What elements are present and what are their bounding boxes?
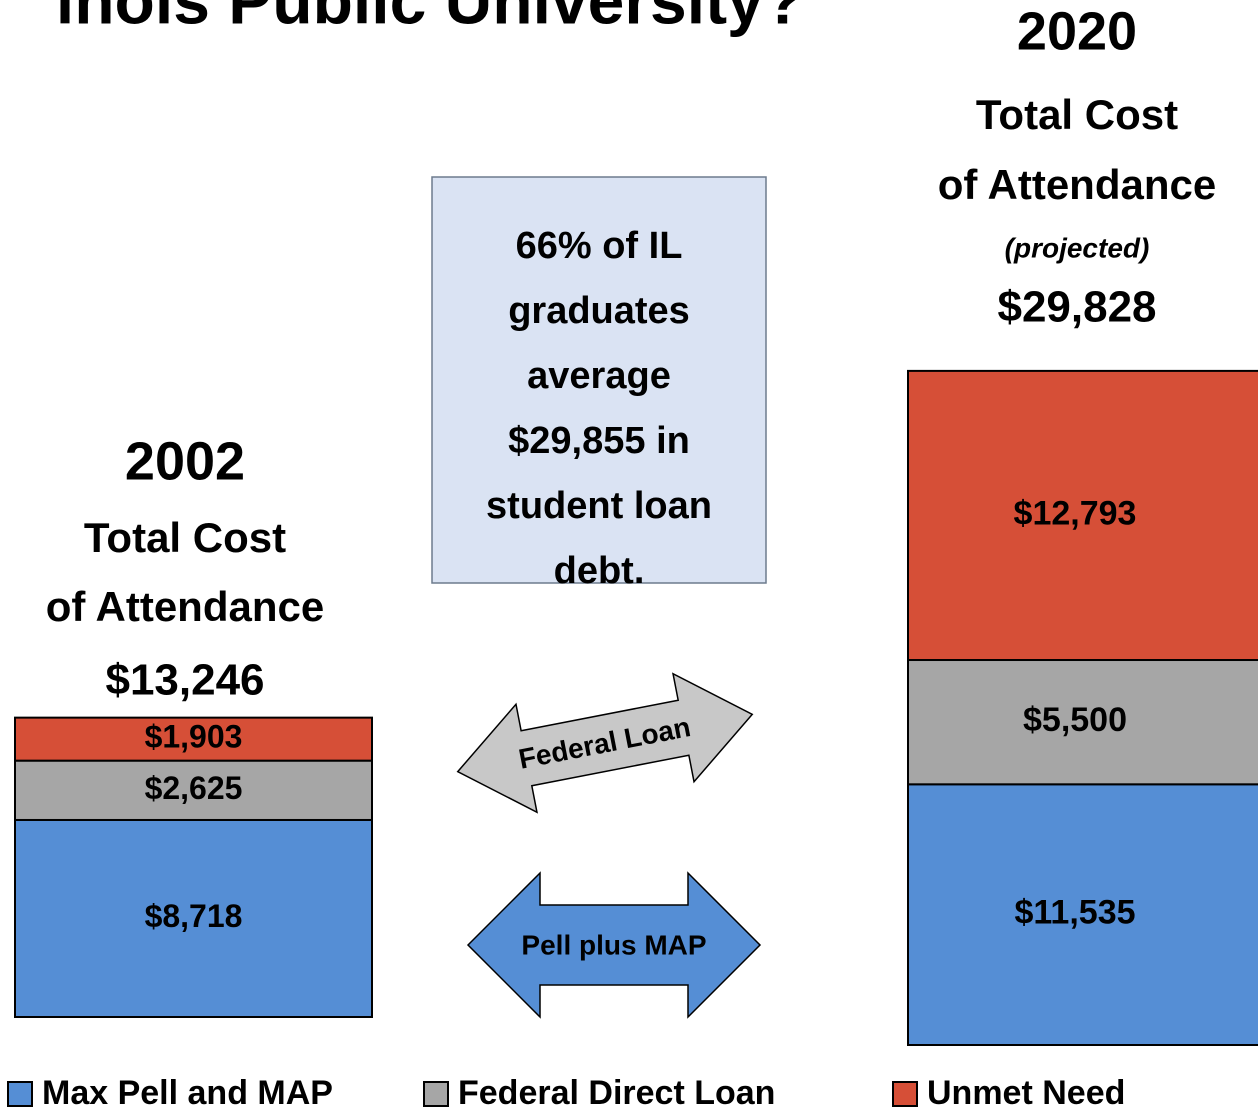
legend-swatch: [7, 1081, 33, 1107]
bar-segment: [14, 818, 373, 1018]
value-label: $2,625: [145, 770, 243, 806]
heading-line: Total Cost: [84, 514, 286, 561]
total-label: $13,246: [105, 656, 264, 705]
legend-swatch: [892, 1081, 918, 1107]
bar-segment: [14, 716, 373, 762]
callout-line: $29,855 in: [508, 420, 690, 462]
pell-arrow: [466, 871, 762, 1019]
callout-line: student loan: [486, 485, 712, 527]
year-label: 2002: [125, 431, 245, 491]
bar-segment: [907, 659, 1258, 786]
chart-title: inois Public University?: [56, 0, 804, 37]
callout-line: debt.: [554, 550, 645, 592]
value-label: $5,500: [1023, 701, 1127, 739]
bar-segment: [907, 783, 1258, 1047]
callout-line: 66% of IL: [516, 225, 683, 267]
year-label: 2020: [1017, 1, 1137, 61]
heading-line: Total Cost: [976, 91, 1178, 138]
bar-segment: [907, 369, 1258, 662]
bar-segment: [14, 759, 373, 821]
heading-line: (projected): [1005, 232, 1150, 263]
arrow-label: Pell plus MAP: [521, 929, 706, 960]
legend-swatch: [423, 1081, 449, 1107]
value-label: $11,535: [1014, 894, 1135, 932]
total-label: $29,828: [997, 283, 1156, 332]
heading-line: of Attendance: [46, 583, 324, 630]
legend-label: Federal Direct Loan: [458, 1074, 775, 1112]
value-label: $8,718: [145, 898, 243, 934]
federal-loan-arrow: [456, 672, 754, 814]
legend-label: Max Pell and MAP: [42, 1074, 333, 1112]
legend-label: Unmet Need: [927, 1074, 1125, 1112]
callout-line: average: [527, 355, 671, 397]
arrow-shape: [456, 672, 754, 814]
callout-line: graduates: [508, 290, 690, 332]
value-label: $12,793: [1014, 494, 1137, 532]
heading-line: of Attendance: [938, 161, 1216, 208]
value-label: $1,903: [145, 719, 243, 755]
callout-box: [431, 176, 767, 584]
